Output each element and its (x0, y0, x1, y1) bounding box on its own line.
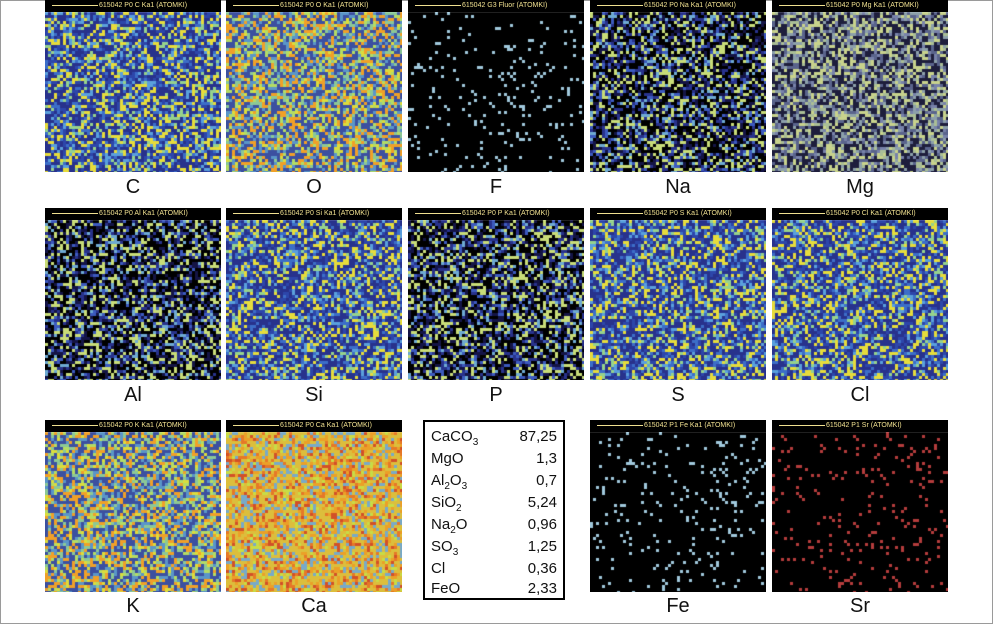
map-header: 615042 P0 O Ka1 (ATOMKI) (226, 0, 402, 12)
heatmap-p (408, 208, 584, 380)
oxide-name: SiO2 (431, 494, 462, 514)
map-si: 615042 P0 Si Ka1 (ATOMKI) (226, 208, 402, 380)
heatmap-fe (590, 420, 766, 592)
map-header: 615042 P0 C Ka1 (ATOMKI) (45, 0, 221, 12)
map-ca: 615042 P0 Ca Ka1 (ATOMKI) (226, 420, 402, 592)
heatmap-s (590, 208, 766, 380)
map-header: 615042 P0 Na Ka1 (ATOMKI) (590, 0, 766, 12)
element-label-p: P (489, 384, 503, 406)
element-label-o: O (306, 176, 322, 198)
oxide-value: 1,25 (527, 538, 557, 555)
table-row: CaCO3 87,25 (431, 428, 563, 450)
heatmap-o (226, 0, 402, 172)
oxide-value: 1,3 (536, 450, 557, 467)
table-row: Cl 0,36 (431, 560, 563, 582)
oxide-value: 87,25 (519, 428, 557, 445)
table-row: Na2O 0,96 (431, 516, 563, 538)
oxide-value: 2,33 (527, 580, 557, 597)
map-header: 615042 G3 Fluor (ATOMKI) (408, 0, 584, 12)
map-c: 615042 P0 C Ka1 (ATOMKI) (45, 0, 221, 172)
heatmap-al (45, 208, 221, 380)
heatmap-c (45, 0, 221, 172)
map-header: 615042 P0 Al Ka1 (ATOMKI) (45, 208, 221, 220)
heatmap-mg (772, 0, 948, 172)
map-p: 615042 P0 P Ka1 (ATOMKI) (408, 208, 584, 380)
map-f: 615042 G3 Fluor (ATOMKI) (408, 0, 584, 172)
map-sr: 615042 P1 Sr (ATOMKI) (772, 420, 948, 592)
element-label-f: F (489, 176, 503, 198)
oxide-value: 5,24 (527, 494, 557, 511)
element-label-si: Si (305, 384, 323, 406)
table-row: SO3 1,25 (431, 538, 563, 560)
map-header: 615042 P0 Cl Ka1 (ATOMKI) (772, 208, 948, 220)
element-label-c: C (125, 176, 141, 198)
map-header: 615042 P0 Mg Ka1 (ATOMKI) (772, 0, 948, 12)
oxide-name: MgO (431, 450, 464, 467)
map-header: 615042 P0 S Ka1 (ATOMKI) (590, 208, 766, 220)
map-na: 615042 P0 Na Ka1 (ATOMKI) (590, 0, 766, 172)
element-label-sr: Sr (850, 595, 870, 617)
map-header: 615042 P1 Fe Ka1 (ATOMKI) (590, 420, 766, 432)
heatmap-na (590, 0, 766, 172)
oxide-name: Cl (431, 560, 446, 577)
heatmap-si (226, 208, 402, 380)
oxide-name: Al2O3 (431, 472, 468, 492)
element-label-na: Na (665, 176, 691, 198)
element-label-s: S (671, 384, 685, 406)
table-row: Al2O3 0,7 (431, 472, 563, 494)
element-label-ca: Ca (301, 595, 327, 617)
heatmap-k (45, 420, 221, 592)
map-header: 615042 P0 Si Ka1 (ATOMKI) (226, 208, 402, 220)
map-fe: 615042 P1 Fe Ka1 (ATOMKI) (590, 420, 766, 592)
table-row: SiO2 5,24 (431, 494, 563, 516)
oxide-name: FeO (431, 580, 461, 597)
map-o: 615042 P0 O Ka1 (ATOMKI) (226, 0, 402, 172)
element-label-mg: Mg (846, 176, 874, 198)
oxide-value: 0,7 (536, 472, 557, 489)
element-label-k: K (126, 595, 140, 617)
oxide-name: Na2O (431, 516, 468, 536)
oxide-composition-table: CaCO3 87,25 MgO 1,3 Al2O3 0,7 SiO2 5,24 … (423, 420, 565, 600)
map-mg: 615042 P0 Mg Ka1 (ATOMKI) (772, 0, 948, 172)
heatmap-sr (772, 420, 948, 592)
map-al: 615042 P0 Al Ka1 (ATOMKI) (45, 208, 221, 380)
oxide-name: CaCO3 (431, 428, 479, 448)
element-label-fe: Fe (666, 595, 690, 617)
oxide-value: 0,96 (527, 516, 557, 533)
heatmap-ca (226, 420, 402, 592)
table-row: MgO 1,3 (431, 450, 563, 472)
element-label-cl: Cl (850, 384, 870, 406)
map-header: 615042 P1 Sr (ATOMKI) (772, 420, 948, 432)
map-header: 615042 P0 K Ka1 (ATOMKI) (45, 420, 221, 432)
heatmap-f (408, 0, 584, 172)
map-k: 615042 P0 K Ka1 (ATOMKI) (45, 420, 221, 592)
map-header: 615042 P0 Ca Ka1 (ATOMKI) (226, 420, 402, 432)
map-cl: 615042 P0 Cl Ka1 (ATOMKI) (772, 208, 948, 380)
map-header: 615042 P0 P Ka1 (ATOMKI) (408, 208, 584, 220)
oxide-value: 0,36 (527, 560, 557, 577)
table-row: FeO 2,33 (431, 580, 563, 602)
map-s: 615042 P0 S Ka1 (ATOMKI) (590, 208, 766, 380)
element-label-al: Al (124, 384, 142, 406)
oxide-name: SO3 (431, 538, 459, 558)
heatmap-cl (772, 208, 948, 380)
